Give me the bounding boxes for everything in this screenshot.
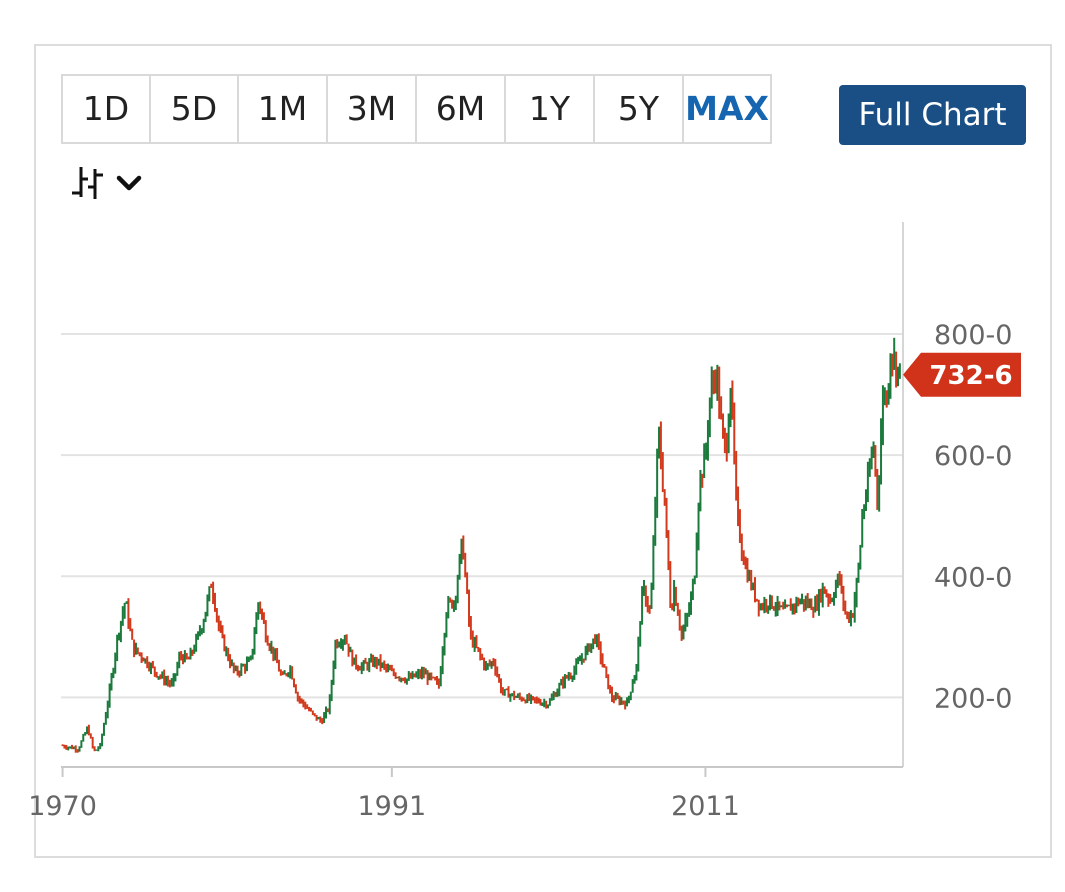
chart-type-dropdown[interactable] (70, 163, 150, 203)
last-price-label: 732-6 (929, 361, 1012, 391)
tab-1m[interactable]: 1M (239, 76, 328, 142)
range-tabs: 1D 5D 1M 3M 6M 1Y 5Y MAX (61, 74, 772, 144)
chart-card (34, 44, 1052, 858)
y-tick-label: 800-0 (934, 320, 1012, 351)
ohlc-bars-icon (72, 167, 103, 199)
x-tick-label: 1970 (28, 791, 97, 822)
last-price-tag (903, 352, 1021, 397)
y-tick-label: 200-0 (934, 683, 1012, 714)
y-tick-label: 400-0 (934, 562, 1012, 593)
full-chart-button[interactable]: Full Chart (839, 85, 1026, 145)
x-tick-label: 2011 (671, 791, 740, 822)
x-tick-label: 1991 (357, 791, 426, 822)
tab-3m[interactable]: 3M (328, 76, 417, 142)
y-tick-label: 600-0 (934, 441, 1012, 472)
tab-1y[interactable]: 1Y (506, 76, 595, 142)
chevron-down-icon (116, 175, 142, 191)
tab-5d[interactable]: 5D (151, 76, 239, 142)
tab-6m[interactable]: 6M (417, 76, 506, 142)
tab-1d[interactable]: 1D (63, 76, 151, 142)
tab-max[interactable]: MAX (685, 89, 769, 128)
tab-5y[interactable]: 5Y (595, 76, 684, 142)
